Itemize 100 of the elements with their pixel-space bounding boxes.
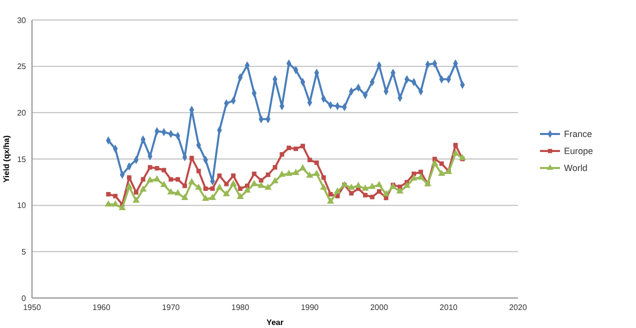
point [328, 192, 333, 196]
y-axis-title: Yield (qx/ha) [2, 135, 11, 183]
point [431, 160, 438, 166]
point [278, 170, 286, 177]
point [354, 182, 362, 188]
point [453, 142, 458, 148]
point [210, 186, 215, 191]
point [258, 182, 265, 188]
point [334, 187, 342, 194]
point [307, 158, 312, 162]
point [250, 180, 258, 186]
point [285, 170, 292, 176]
point [222, 190, 230, 196]
point [230, 180, 237, 186]
point [196, 168, 201, 174]
point [396, 187, 404, 194]
y-tick-label: 15 [17, 154, 27, 164]
point [348, 184, 355, 190]
point [363, 192, 368, 198]
y-tick-label: 25 [17, 62, 27, 72]
point [320, 184, 328, 190]
point [195, 184, 202, 190]
point [376, 189, 382, 194]
point [244, 186, 251, 193]
point [188, 178, 196, 184]
point [134, 190, 138, 195]
point [403, 182, 410, 188]
legend-label: Europe [564, 146, 594, 156]
point [286, 146, 292, 150]
point [189, 156, 194, 160]
y-tick-label: 5 [22, 247, 27, 256]
point [292, 168, 300, 175]
point [154, 166, 160, 171]
y-tick-label: 20 [17, 108, 27, 118]
point [252, 172, 256, 176]
x-tick-label: 1970 [162, 303, 180, 312]
point [140, 177, 146, 182]
point [294, 146, 298, 152]
point [106, 192, 111, 196]
point [217, 173, 222, 178]
x-axis-title: Year [266, 318, 284, 327]
point [153, 175, 161, 182]
point [417, 173, 424, 180]
point [168, 177, 174, 182]
point [236, 192, 244, 200]
point [208, 194, 216, 200]
point [452, 149, 460, 156]
point [224, 182, 229, 186]
point [132, 196, 140, 203]
point [313, 170, 320, 176]
point [362, 184, 369, 191]
x-tick-label: 1980 [231, 303, 250, 312]
point [299, 164, 306, 170]
point [326, 198, 334, 204]
point [238, 186, 243, 191]
x-tick-label: 2010 [440, 303, 458, 312]
point [126, 175, 132, 180]
point [280, 152, 284, 157]
point [410, 174, 418, 181]
point [104, 200, 112, 206]
point [368, 182, 376, 189]
point [148, 165, 152, 170]
point [266, 172, 270, 177]
point [167, 188, 174, 194]
point [306, 172, 314, 178]
x-tick-label: 1990 [300, 303, 320, 312]
point [182, 184, 187, 188]
point [160, 180, 168, 188]
y-tick-label: 0 [22, 294, 27, 303]
point [370, 194, 374, 200]
point [258, 178, 264, 183]
point [162, 168, 166, 172]
point [321, 175, 326, 180]
point [140, 185, 147, 192]
y-tick-label: 10 [17, 201, 27, 210]
point [231, 173, 236, 178]
point [418, 170, 424, 174]
legend-label: World [564, 163, 588, 174]
x-tick-label: 1950 [23, 303, 42, 312]
y-tick-label: 30 [17, 16, 27, 25]
point [181, 194, 188, 200]
point [439, 161, 444, 166]
point [382, 190, 390, 196]
point [314, 160, 319, 165]
point [113, 194, 118, 198]
point [300, 144, 306, 148]
point [376, 180, 383, 188]
point [264, 184, 272, 190]
legend-label: France [564, 129, 592, 140]
x-tick-label: 1960 [92, 303, 111, 312]
point [203, 186, 208, 191]
point [412, 172, 416, 176]
point [458, 154, 466, 160]
point [118, 204, 126, 210]
point [174, 189, 182, 196]
x-tick-label: 2020 [509, 303, 528, 312]
point [438, 170, 446, 176]
x-tick-label: 2000 [370, 303, 389, 312]
point [112, 200, 119, 206]
point [349, 191, 354, 196]
